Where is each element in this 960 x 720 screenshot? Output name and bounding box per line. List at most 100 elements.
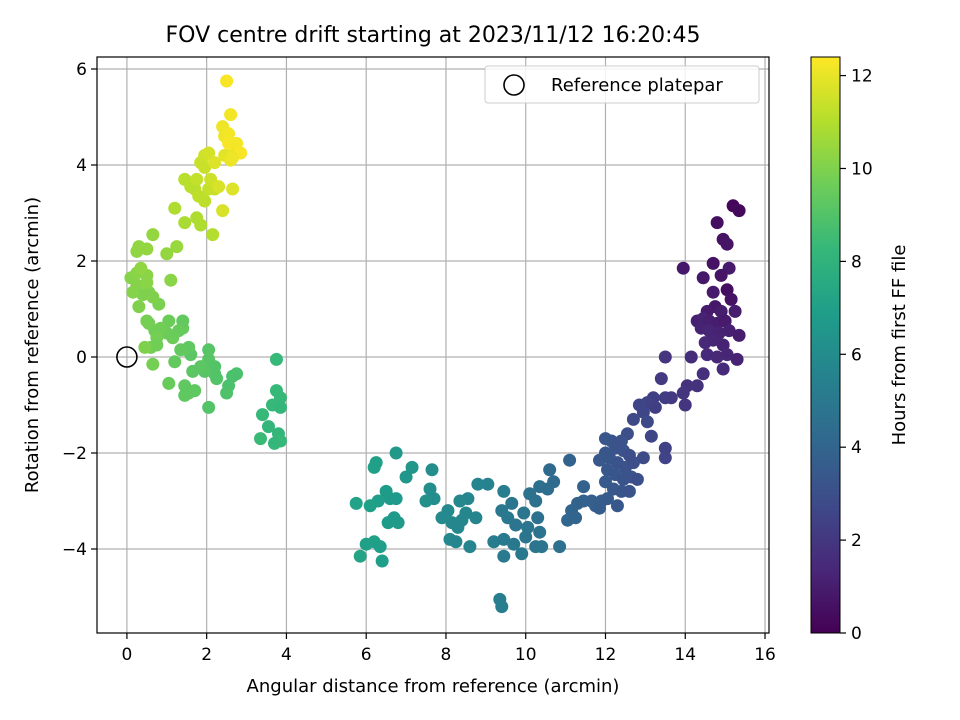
scatter-point xyxy=(254,432,268,446)
scatter-point xyxy=(644,429,658,443)
scatter-point xyxy=(497,484,511,498)
scatter-point xyxy=(529,494,543,508)
scatter-point xyxy=(140,242,154,256)
scatter-point xyxy=(706,256,720,270)
scatter-point xyxy=(497,549,511,563)
scatter-point xyxy=(610,499,624,513)
scatter-point xyxy=(190,172,204,186)
scatter-point xyxy=(509,518,523,532)
legend-entry-label: Reference platepar xyxy=(551,75,723,96)
scatter-point xyxy=(419,494,433,508)
colorbar-tick-label: 10 xyxy=(851,159,873,179)
scatter-point xyxy=(146,357,160,371)
plot-frame xyxy=(96,56,770,634)
scatter-point xyxy=(626,412,640,426)
scatter-point xyxy=(425,463,439,477)
scatter-point xyxy=(658,451,672,465)
scatter-point xyxy=(202,343,216,357)
data-points xyxy=(124,74,746,614)
colorbar-ticks: 0 2 4 6 8 10 12 xyxy=(840,67,873,644)
scatter-point xyxy=(658,441,672,455)
x-tick-label: 2 xyxy=(201,645,212,665)
scatter-point xyxy=(487,535,501,549)
scatter-point xyxy=(168,201,182,215)
scatter-point xyxy=(273,400,287,414)
scatter-point xyxy=(353,549,367,563)
colorbar-tick-label: 12 xyxy=(851,67,873,87)
scatter-point xyxy=(640,415,654,429)
scatter-point xyxy=(399,470,413,484)
scatter-point xyxy=(515,547,529,561)
legend-box xyxy=(484,65,760,104)
scatter-point xyxy=(696,271,710,285)
colorbar-label: Hours from first FF file xyxy=(889,245,910,446)
scatter-point xyxy=(706,333,720,347)
y-tick-label: −4 xyxy=(62,540,87,560)
scatter-point xyxy=(162,376,176,390)
scatter-point xyxy=(226,151,240,165)
scatter-point xyxy=(519,530,533,544)
scatter-point xyxy=(720,348,734,362)
scatter-point xyxy=(216,204,230,218)
scatter-point xyxy=(531,511,545,525)
legend: Reference platepar xyxy=(484,65,760,104)
scatter-point xyxy=(363,499,377,513)
scatter-point xyxy=(453,494,467,508)
scatter-point xyxy=(529,540,543,554)
scatter-point xyxy=(563,453,577,467)
scatter-point xyxy=(654,372,668,386)
x-tick-label: 16 xyxy=(754,645,776,665)
scatter-point xyxy=(593,501,607,515)
scatter-point xyxy=(226,182,240,196)
x-tick-label: 8 xyxy=(441,645,452,665)
scatter-point xyxy=(541,482,555,496)
scatter-point xyxy=(658,350,672,364)
scatter-point xyxy=(269,352,283,366)
scatter-point xyxy=(389,446,403,460)
colorbar-tick-label: 8 xyxy=(851,252,862,272)
y-tick-label: 4 xyxy=(76,156,87,176)
scatter-point xyxy=(732,204,746,218)
legend-marker-icon xyxy=(503,74,525,96)
scatter-point xyxy=(170,240,184,254)
scatter-point xyxy=(174,343,188,357)
scatter-point xyxy=(724,292,738,306)
scatter-point xyxy=(132,300,146,314)
scatter-point xyxy=(577,480,591,494)
scatter-point xyxy=(379,484,393,498)
y-tick-label: 2 xyxy=(76,252,87,272)
x-tick-label: 10 xyxy=(515,645,537,665)
scatter-point xyxy=(451,520,465,534)
scatter-point xyxy=(463,540,477,554)
scatter-point xyxy=(543,463,557,477)
scatter-point xyxy=(441,504,455,518)
scatter-point xyxy=(471,477,485,491)
scatter-point xyxy=(138,340,152,354)
scatter-point xyxy=(222,127,236,141)
scatter-point xyxy=(600,492,614,506)
scatter-point xyxy=(150,338,164,352)
scatter-point xyxy=(533,525,547,539)
scatter-point xyxy=(517,506,531,520)
x-tick-label: 0 xyxy=(121,645,132,665)
scatter-point xyxy=(716,362,730,376)
scatter-point xyxy=(146,290,160,304)
scatter-point xyxy=(636,451,650,465)
scatter-point xyxy=(676,386,690,400)
scatter-point xyxy=(630,472,644,486)
scatter-point xyxy=(140,276,154,290)
scatter-point xyxy=(696,367,710,381)
scatter-point xyxy=(126,285,140,299)
scatter-point xyxy=(728,304,742,318)
scatter-point xyxy=(186,364,200,378)
scatter-point xyxy=(598,432,612,446)
scatter-point xyxy=(700,348,714,362)
scatter-point xyxy=(730,352,744,366)
scatter-point xyxy=(405,460,419,474)
scatter-point xyxy=(367,460,381,474)
scatter-point xyxy=(507,537,521,551)
scatter-point xyxy=(349,496,363,510)
scatter-point xyxy=(256,408,270,422)
scatter-point xyxy=(710,350,724,364)
